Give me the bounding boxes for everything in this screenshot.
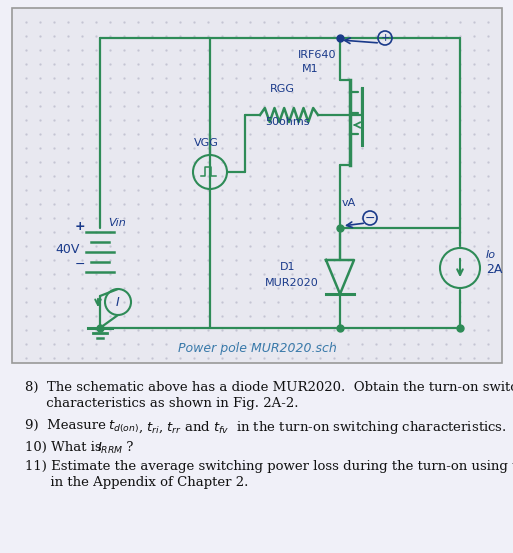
Text: characteristics as shown in Fig. 2A-2.: characteristics as shown in Fig. 2A-2. xyxy=(25,397,299,410)
Text: 8)  The schematic above has a diode MUR2020.  Obtain the turn-on switching: 8) The schematic above has a diode MUR20… xyxy=(25,381,513,394)
Text: +: + xyxy=(380,33,390,43)
Text: 2A: 2A xyxy=(486,263,502,276)
Text: IRF640: IRF640 xyxy=(298,50,337,60)
Text: Io: Io xyxy=(486,250,496,260)
Text: −: − xyxy=(365,211,375,225)
Text: 40V: 40V xyxy=(55,243,80,256)
Text: −: − xyxy=(75,258,86,271)
Text: 10) What is: 10) What is xyxy=(25,441,106,454)
Text: in the Appendix of Chapter 2.: in the Appendix of Chapter 2. xyxy=(25,476,248,489)
Text: vA: vA xyxy=(342,198,356,208)
Text: Power pole MUR2020.sch: Power pole MUR2020.sch xyxy=(177,342,337,355)
Text: +: + xyxy=(75,220,86,233)
Text: 50ohms: 50ohms xyxy=(265,117,309,127)
Text: M1: M1 xyxy=(302,64,319,74)
Text: RGG: RGG xyxy=(270,84,295,94)
Text: $I_{RRM}$: $I_{RRM}$ xyxy=(97,441,124,456)
Text: 11) Estimate the average switching power loss during the turn-on using the equat: 11) Estimate the average switching power… xyxy=(25,460,513,473)
Text: MUR2020: MUR2020 xyxy=(265,278,319,288)
Text: ?: ? xyxy=(122,441,133,454)
Text: $t_{d(on)}$: $t_{d(on)}$ xyxy=(108,419,139,435)
Text: $\mathit{I}$: $\mathit{I}$ xyxy=(115,295,121,309)
Text: 9)  Measure: 9) Measure xyxy=(25,419,110,432)
Text: , $t_{ri}$, $t_{rr}$ and $t_{fv}$  in the turn-on switching characteristics.: , $t_{ri}$, $t_{rr}$ and $t_{fv}$ in the… xyxy=(138,419,507,436)
Text: D1: D1 xyxy=(280,262,295,272)
Text: VGG: VGG xyxy=(194,138,219,148)
Text: Vin: Vin xyxy=(108,218,126,228)
Bar xyxy=(12,8,502,363)
